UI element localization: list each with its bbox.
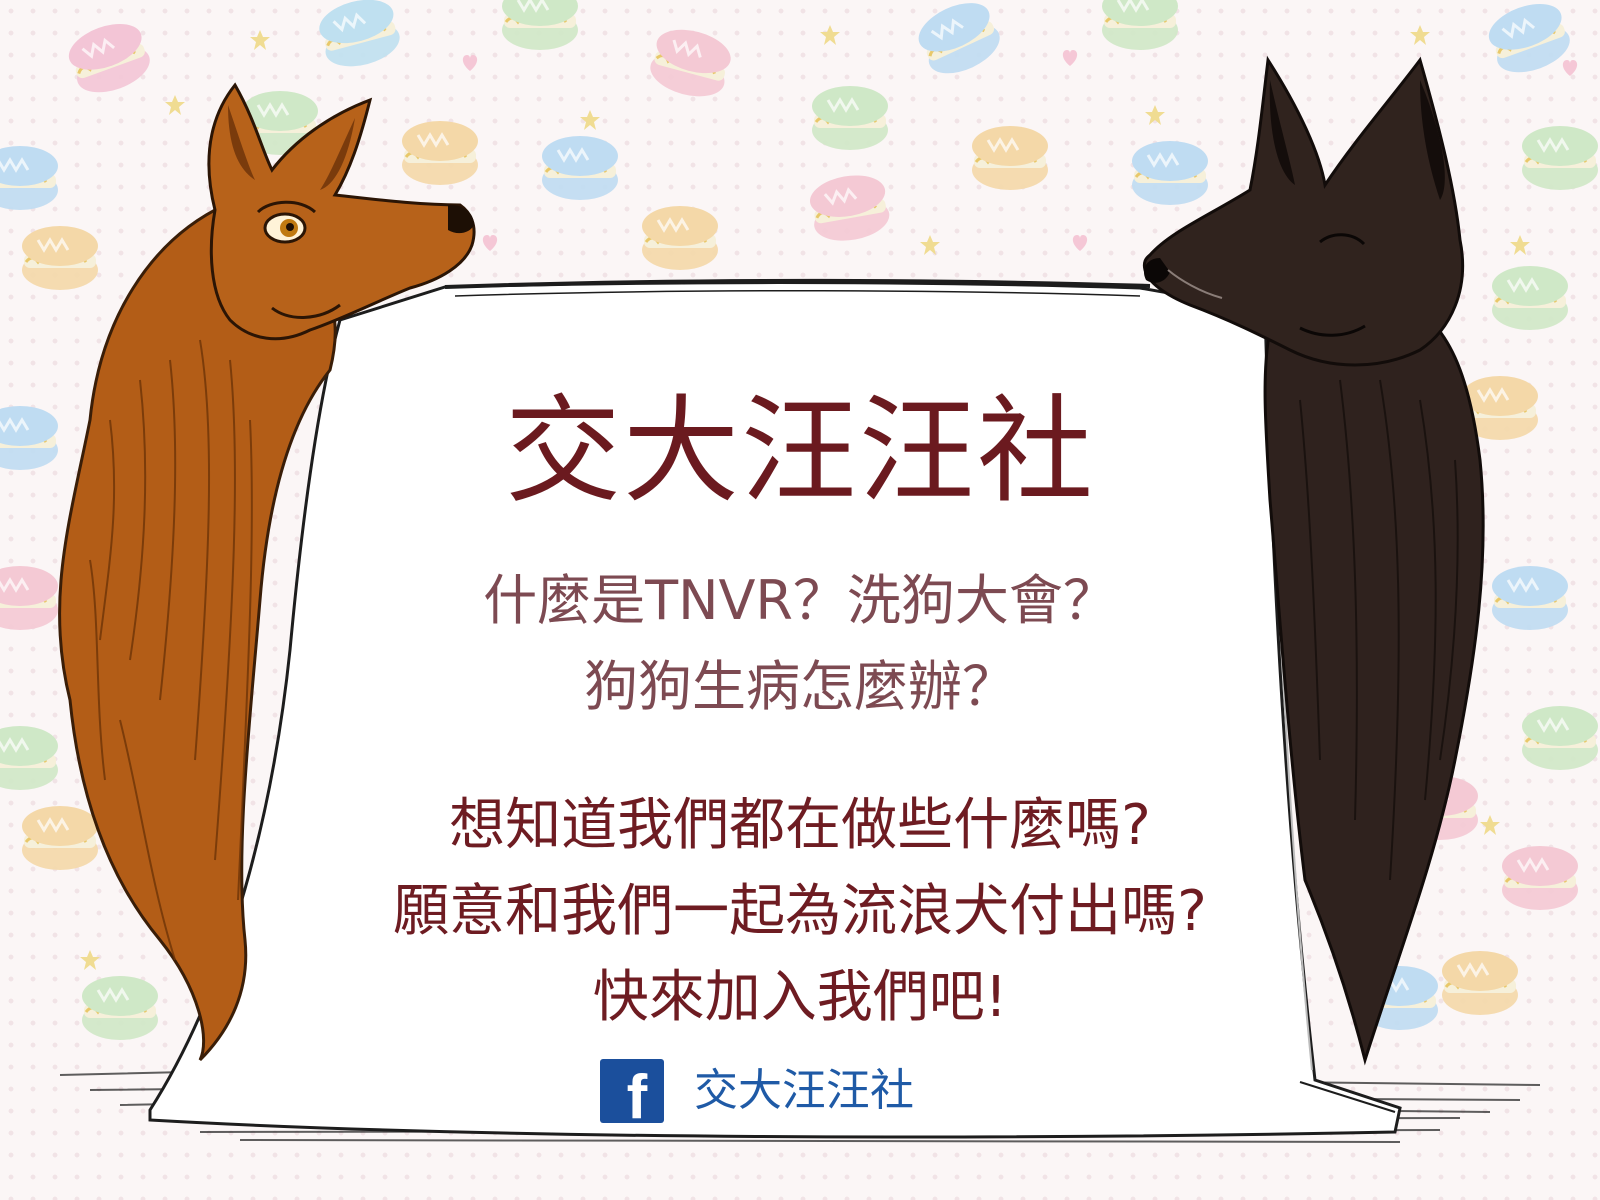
invite-line-join-us: 快來加入我們吧!	[592, 965, 1008, 1030]
banner-top-rod	[444, 278, 1151, 289]
facebook-page-name: 交大汪汪社	[694, 1065, 914, 1116]
black-dog-illustration	[1142, 55, 1485, 1066]
club-title: 交大汪汪社	[505, 384, 1095, 519]
brown-dog-illustration	[58, 82, 476, 1062]
facebook-icon: f	[600, 1059, 664, 1123]
invite-line-help-strays: 願意和我們一起為流浪犬付出嗎?	[393, 879, 1207, 944]
facebook-page-link[interactable]: f 交大汪汪社	[600, 1058, 914, 1124]
invite-line-what-we-do: 想知道我們都在做些什麼嗎?	[449, 793, 1151, 858]
paper-banner	[148, 281, 1402, 1139]
question-line-tnvr: 什麼是TNVR？洗狗大會？	[483, 569, 1117, 632]
question-line-sick-dog: 狗狗生病怎麼辦？	[584, 655, 1016, 718]
